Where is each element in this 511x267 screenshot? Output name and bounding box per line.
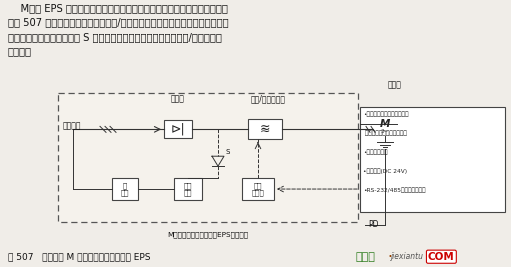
Text: M系列电机专用变频输出EPS原理简图: M系列电机专用变频输出EPS原理简图 <box>168 232 248 238</box>
Text: 逆变/变频启动器: 逆变/变频启动器 <box>250 95 286 104</box>
Circle shape <box>373 112 397 136</box>
Bar <box>360 107 505 212</box>
Text: M: M <box>380 119 390 129</box>
Text: •正常逐机自启: •正常逐机自启 <box>363 149 387 155</box>
Bar <box>242 178 274 200</box>
Bar <box>174 178 202 200</box>
Text: M系列 EPS 专门为电动机负载设计，可避免电机负荷对电源的冲击。原理
如图 507 所示，市电正常时，经逆变/变频器直接驱动电动机负荷。市电不正常
时，由控制: M系列 EPS 专门为电动机负载设计，可避免电机负荷对电源的冲击。原理 如图 5… <box>8 3 228 56</box>
Text: 三相市电: 三相市电 <box>63 121 81 130</box>
Bar <box>112 178 138 200</box>
Bar <box>164 120 192 138</box>
Bar <box>58 93 358 222</box>
Text: 电动机: 电动机 <box>388 81 402 90</box>
Text: 控制
和监测: 控制 和监测 <box>251 182 264 196</box>
Text: 3~: 3~ <box>381 129 389 134</box>
Text: •动防放法(DC 24V): •动防放法(DC 24V) <box>363 168 407 174</box>
Bar <box>248 119 282 139</box>
Text: ·: · <box>387 250 392 265</box>
Text: 整流器: 整流器 <box>171 95 185 104</box>
Text: 动、自常状态（无源触点）: 动、自常状态（无源触点） <box>363 130 407 136</box>
Text: •机房信号（楼宇自控端子）: •机房信号（楼宇自控端子） <box>363 111 408 117</box>
Text: 图 507   合肥阳光 M 系列电机专用变频输出 EPS: 图 507 合肥阳光 M 系列电机专用变频输出 EPS <box>8 252 151 261</box>
Text: PD: PD <box>368 220 379 229</box>
Text: S: S <box>225 149 229 155</box>
Text: •RS-232/485位通讯接口可选: •RS-232/485位通讯接口可选 <box>363 187 426 193</box>
Text: 充
电机: 充 电机 <box>121 182 129 196</box>
Text: jiexiantu: jiexiantu <box>391 252 424 261</box>
Text: ≋: ≋ <box>260 123 270 136</box>
Text: 蓄电
池组: 蓄电 池组 <box>184 182 192 196</box>
Text: ⊳|: ⊳| <box>171 123 185 136</box>
Text: COM: COM <box>428 252 455 262</box>
Text: 接线图: 接线图 <box>355 252 375 262</box>
